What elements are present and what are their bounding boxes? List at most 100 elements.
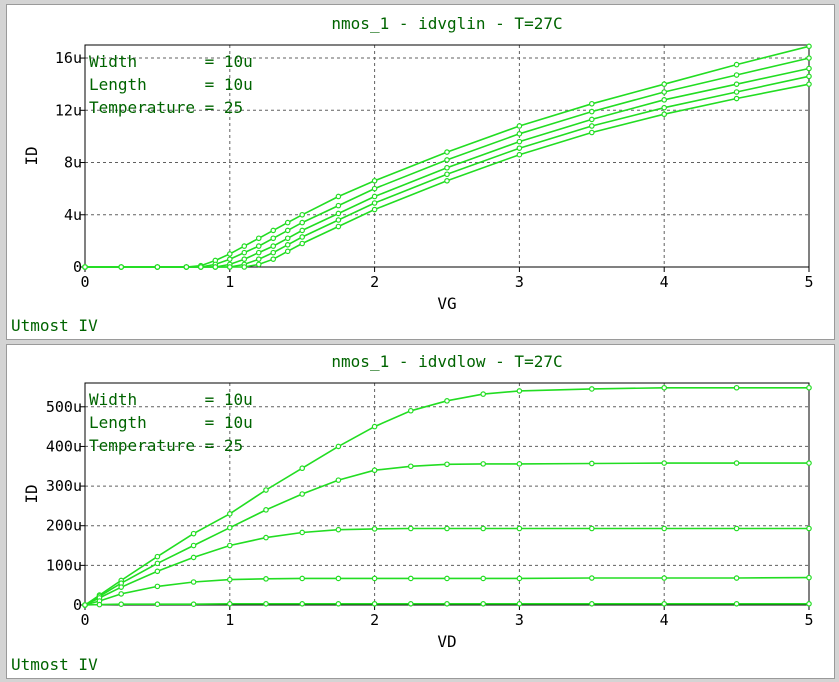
- data-point: [444, 171, 450, 178]
- y-tick-label: 0: [73, 258, 82, 276]
- data-point: [371, 526, 378, 532]
- data-point: [263, 576, 269, 582]
- data-point: [588, 460, 595, 467]
- data-point: [255, 243, 262, 249]
- data-point: [661, 81, 668, 87]
- data-point: [806, 460, 812, 466]
- data-point: [480, 575, 487, 582]
- data-point: [82, 264, 88, 270]
- data-point: [335, 202, 342, 209]
- x-tick-label: 3: [515, 273, 524, 291]
- data-point: [733, 575, 740, 581]
- series-5: [82, 81, 812, 270]
- series-line: [84, 462, 809, 606]
- data-point: [588, 129, 595, 136]
- y-axis-label: ID: [22, 484, 41, 503]
- data-point: [263, 601, 269, 607]
- series-5: [82, 601, 812, 608]
- data-point: [588, 100, 595, 107]
- y-tick-label: 4u: [64, 206, 82, 224]
- data-point: [480, 391, 487, 397]
- data-point: [335, 217, 342, 223]
- data-point: [263, 507, 269, 513]
- data-point: [154, 583, 161, 590]
- data-point: [516, 151, 523, 158]
- data-point: [335, 193, 342, 200]
- data-point: [299, 240, 306, 247]
- data-point: [82, 602, 88, 608]
- x-tick-label: 1: [225, 273, 234, 291]
- data-point: [444, 575, 450, 582]
- data-point: [806, 601, 812, 607]
- series-3: [82, 65, 812, 270]
- data-point: [588, 575, 595, 581]
- data-point: [371, 185, 378, 192]
- data-point: [118, 264, 125, 270]
- data-point: [371, 423, 378, 430]
- data-point: [299, 601, 306, 607]
- data-point: [190, 579, 197, 585]
- data-point: [516, 123, 523, 129]
- data-point: [588, 525, 595, 532]
- data-point: [154, 601, 161, 608]
- data-point: [516, 388, 523, 394]
- data-point: [806, 525, 812, 532]
- data-point: [190, 601, 197, 608]
- data-point: [284, 248, 291, 255]
- data-point: [444, 398, 450, 404]
- data-point: [299, 211, 306, 218]
- data-point: [270, 243, 277, 249]
- idvdlow-chart: nmos_1 - idvdlow - T=27C 0 1 2 3 4 5 0 100u 200u 3…: [22, 352, 814, 651]
- data-point: [299, 575, 306, 582]
- x-tick-label: 4: [660, 273, 669, 291]
- y-tick-label: 16u: [55, 49, 82, 67]
- data-point: [299, 491, 306, 497]
- data-point: [335, 443, 342, 450]
- param-label: Width = 10u: [89, 52, 253, 71]
- data-point: [733, 81, 740, 87]
- data-point: [335, 575, 342, 582]
- data-point: [118, 601, 125, 608]
- data-point: [733, 89, 740, 95]
- data-point: [299, 465, 306, 472]
- data-point: [270, 256, 277, 262]
- data-point: [516, 601, 523, 607]
- data-point: [371, 193, 378, 200]
- x-tick-label: 2: [370, 273, 379, 291]
- x-tick-label: 2: [370, 611, 379, 629]
- data-point: [806, 81, 812, 87]
- data-point: [516, 525, 523, 532]
- y-axis-label: ID: [22, 146, 41, 165]
- data-point: [733, 384, 740, 391]
- data-point: [335, 223, 342, 230]
- series-line: [84, 576, 810, 606]
- chart-title: nmos_1 - idvdlow - T=27C: [331, 352, 562, 371]
- data-point: [255, 235, 262, 242]
- data-point: [190, 554, 197, 561]
- plot-panel-idvglin: nmos_1 - idvglin - T=27C 0 1 2 3 4 5 0 4u 8u 12u 16…: [6, 4, 835, 340]
- series-3: [82, 525, 812, 608]
- data-point: [299, 529, 306, 536]
- plot-frame: [84, 44, 810, 268]
- data-point: [516, 138, 523, 145]
- data-point: [96, 601, 103, 608]
- data-point: [516, 131, 523, 137]
- data-point: [661, 525, 668, 532]
- x-tick-label: 5: [804, 611, 813, 629]
- x-tick-label: 0: [80, 273, 89, 291]
- y-tick-label: 12u: [55, 101, 82, 119]
- data-point: [806, 65, 812, 72]
- param-label: Length = 10u: [89, 75, 253, 94]
- param-label: Temperature = 25: [89, 98, 243, 117]
- data-point: [335, 526, 342, 533]
- data-point: [241, 249, 248, 256]
- data-point: [806, 574, 812, 581]
- chart-title: nmos_1 - idvglin - T=27C: [331, 14, 562, 33]
- param-label: Length = 10u: [89, 413, 253, 432]
- data-point: [444, 157, 450, 163]
- data-point: [588, 116, 595, 123]
- data-point: [227, 251, 233, 257]
- data-point: [270, 249, 277, 256]
- footer-label: Utmost IV: [11, 316, 98, 335]
- idvglin-chart: nmos_1 - idvglin - T=27C 0 1 2 3 4 5 0 4u 8u 12u 16…: [22, 14, 814, 313]
